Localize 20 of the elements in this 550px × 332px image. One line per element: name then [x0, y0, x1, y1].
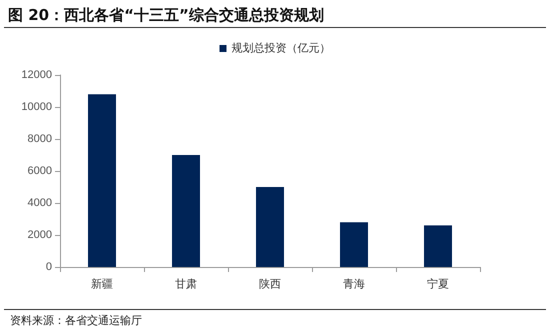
y-tick-label: 6000 — [28, 165, 52, 177]
bar — [88, 94, 116, 267]
x-tick-label: 新疆 — [91, 278, 113, 290]
y-tick-label: 10000 — [21, 101, 52, 113]
legend-label: 规划总投资（亿元） — [232, 42, 330, 54]
bar — [424, 225, 452, 267]
text: 资料来源：各省交通运输厅 — [10, 313, 142, 328]
chart-title: 图 20：西北各省“十三五”综合交通总投资规划 — [8, 6, 324, 25]
x-tick-label: 宁夏 — [427, 278, 449, 290]
y-tick-label: 2000 — [28, 229, 52, 241]
bar — [256, 187, 284, 267]
y-tick-label: 0 — [46, 261, 52, 273]
x-tick-label: 甘肃 — [175, 278, 197, 290]
y-tick-label: 12000 — [21, 69, 52, 81]
x-tick-label: 陕西 — [259, 278, 281, 290]
y-tick-label: 4000 — [28, 197, 52, 209]
bar — [172, 155, 200, 267]
x-tick-label: 青海 — [343, 278, 365, 290]
y-tick-label: 8000 — [28, 133, 52, 145]
bar — [340, 222, 368, 267]
